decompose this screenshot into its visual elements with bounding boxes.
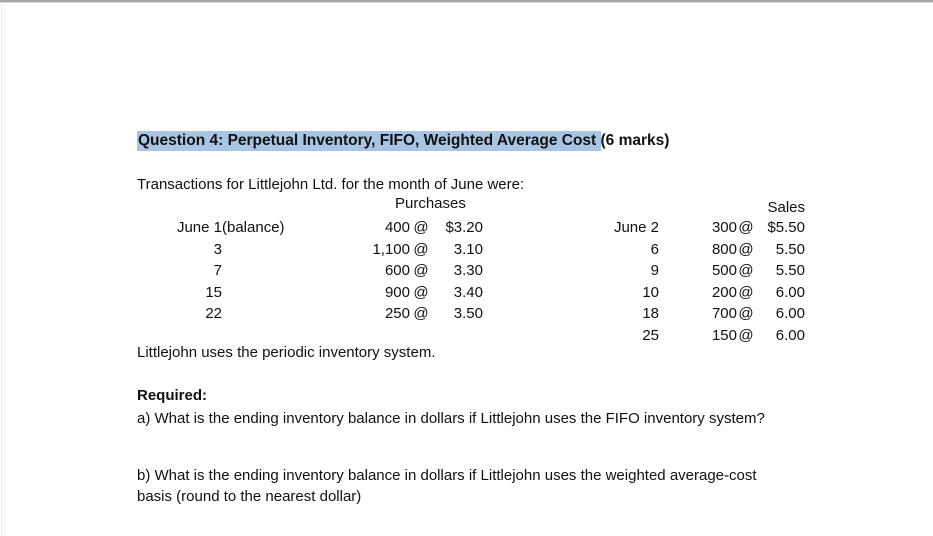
sale-at-cell: @ bbox=[738, 305, 754, 322]
sale-qty-cell: 700 bbox=[711, 305, 737, 322]
purchase-qty-cell bbox=[345, 325, 410, 347]
purchase-note-cell: (balance) bbox=[222, 219, 285, 236]
purchase-at-cell: @ bbox=[413, 219, 429, 236]
question-a-text: a) What is the ending inventory balance … bbox=[137, 410, 765, 427]
sale-date-cell: 6 bbox=[650, 240, 659, 258]
purchase-at-cell: @ bbox=[413, 283, 429, 301]
required-heading: Required: bbox=[137, 387, 208, 404]
sale-at-cell: @ bbox=[738, 283, 754, 301]
purchase-price-cell: $3.20 bbox=[445, 219, 483, 236]
window-top-edge bbox=[0, 0, 933, 3]
sale-price-cell: 6.00 bbox=[775, 305, 805, 322]
transaction-row: 3 1,100 @ 3.10 6 800 @ 5.50 bbox=[137, 239, 805, 261]
purchase-note-cell bbox=[222, 303, 345, 325]
sale-qty-cell: 800 bbox=[711, 240, 737, 258]
purchase-at-cell: @ bbox=[413, 262, 429, 279]
purchase-qty-cell: 1,100 bbox=[372, 240, 410, 258]
purchase-note-cell bbox=[222, 282, 345, 304]
question-title: Question 4: Perpetual Inventory, FIFO, W… bbox=[137, 130, 669, 152]
purchase-at-cell bbox=[410, 325, 432, 347]
transaction-row: June 1 (balance) 400 @ $3.20 June 2 300 … bbox=[137, 217, 805, 239]
sale-qty-cell: 150 bbox=[711, 326, 737, 344]
purchase-date-cell: 3 bbox=[213, 240, 222, 258]
sale-price-cell: 5.50 bbox=[775, 262, 805, 279]
purchase-qty-cell: 900 bbox=[384, 283, 410, 301]
sale-price-cell: 6.00 bbox=[775, 326, 805, 344]
sale-date-cell: 9 bbox=[650, 262, 659, 279]
sale-price-cell: 6.00 bbox=[775, 283, 805, 301]
page-left-edge bbox=[1, 3, 2, 536]
purchase-qty-cell: 250 bbox=[384, 305, 410, 322]
purchase-at-cell: @ bbox=[413, 305, 429, 322]
purchase-note-cell bbox=[222, 260, 345, 282]
purchase-price-cell bbox=[432, 325, 483, 347]
purchase-date-cell: 22 bbox=[205, 305, 222, 322]
sale-at-cell: @ bbox=[738, 262, 754, 279]
purchase-price-cell: 3.30 bbox=[453, 262, 483, 279]
intro-text: Transactions for Littlejohn Ltd. for the… bbox=[137, 176, 525, 193]
purchases-header: Purchases bbox=[395, 195, 466, 212]
sale-qty-cell: 500 bbox=[711, 262, 737, 279]
purchase-note-cell bbox=[222, 325, 345, 347]
purchase-price-cell: 3.10 bbox=[453, 240, 483, 258]
purchase-date-cell: June 1 bbox=[176, 219, 222, 236]
transaction-row: 7 600 @ 3.30 9 500 @ 5.50 bbox=[137, 260, 805, 282]
table-column-headers: Purchases Sales bbox=[137, 195, 805, 216]
transaction-row: 15 900 @ 3.40 10 200 @ 6.00 bbox=[137, 282, 805, 304]
purchase-date-cell: 7 bbox=[213, 262, 222, 279]
purchase-at-cell: @ bbox=[413, 240, 429, 258]
transaction-row: 25 150 @ 6.00 bbox=[137, 325, 805, 347]
sale-at-cell: @ bbox=[738, 240, 754, 258]
question-title-highlighted-text: Question 4: Perpetual Inventory, FIFO, W… bbox=[137, 131, 601, 151]
sale-qty-cell: 200 bbox=[711, 283, 737, 301]
transaction-row: 22 250 @ 3.50 18 700 @ 6.00 bbox=[137, 303, 805, 325]
sales-header: Sales bbox=[767, 199, 805, 216]
transactions-table: June 1 (balance) 400 @ $3.20 June 2 300 … bbox=[137, 217, 805, 346]
sale-qty-cell: 300 bbox=[711, 219, 737, 236]
inventory-system-note: Littlejohn uses the periodic inventory s… bbox=[137, 344, 436, 361]
sale-at-cell: @ bbox=[738, 326, 754, 344]
purchase-date-cell: 15 bbox=[205, 283, 222, 301]
purchase-note-cell bbox=[222, 239, 345, 261]
sale-price-cell: 5.50 bbox=[775, 240, 805, 258]
question-title-marks: (6 marks) bbox=[600, 132, 670, 149]
purchase-qty-cell: 600 bbox=[384, 262, 410, 279]
purchase-price-cell: 3.40 bbox=[453, 283, 483, 301]
purchase-date-cell bbox=[137, 325, 222, 347]
sale-date-cell: 18 bbox=[642, 305, 659, 322]
question-b-text: b) What is the ending inventory balance … bbox=[137, 467, 757, 505]
sale-date-cell: 10 bbox=[642, 283, 659, 301]
sale-at-cell: @ bbox=[738, 219, 754, 236]
purchase-qty-cell: 400 bbox=[384, 219, 410, 236]
sale-date-cell: 25 bbox=[642, 326, 659, 344]
purchase-price-cell: 3.50 bbox=[453, 305, 483, 322]
sale-date-cell: June 2 bbox=[613, 219, 659, 236]
sale-price-cell: $5.50 bbox=[767, 219, 805, 236]
